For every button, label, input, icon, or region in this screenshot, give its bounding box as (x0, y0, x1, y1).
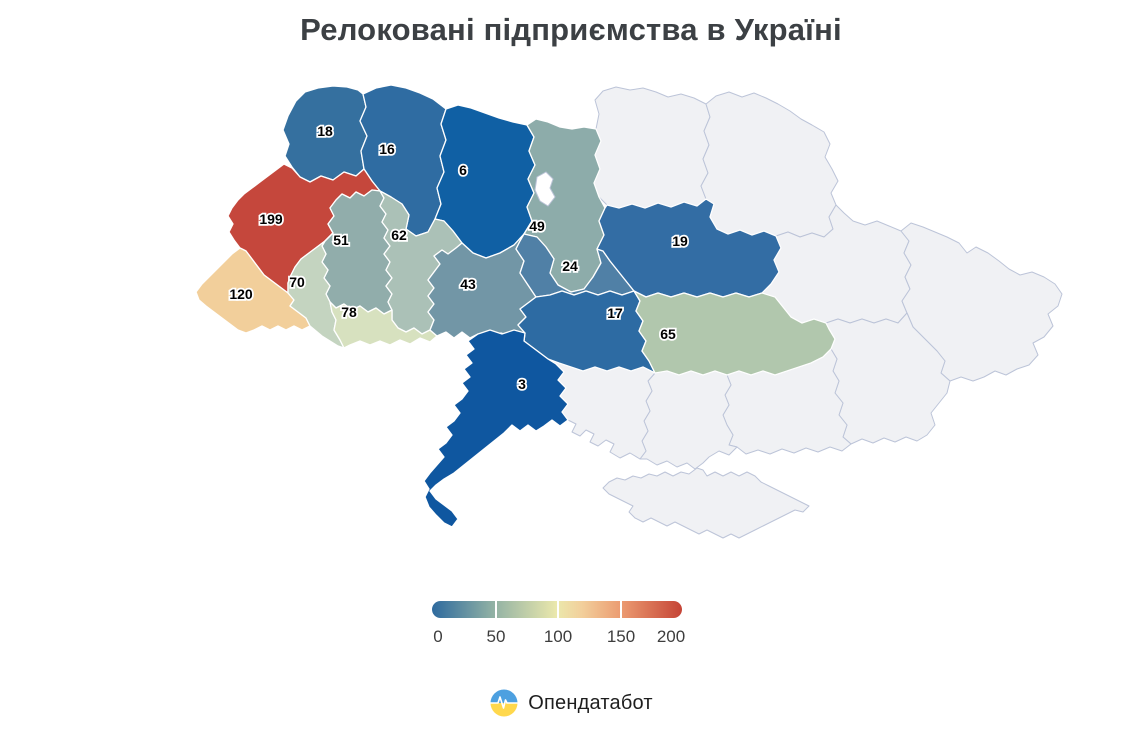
region-sumy (700, 91, 839, 238)
region-value-label: 49 (529, 218, 545, 234)
region-value-label: 17 (607, 305, 623, 321)
region-chernihiv (593, 86, 711, 209)
legend-tick-labels: 0 50 100 150 200 (432, 618, 685, 646)
region-value-label: 65 (660, 326, 676, 342)
footer-brand: Опендатабот (0, 688, 1142, 718)
page-title: Релоковані підприємства в Україні (300, 12, 842, 47)
region-value-label: 120 (229, 286, 253, 302)
legend-separator (494, 601, 497, 618)
color-legend: 0 50 100 150 200 (432, 601, 685, 649)
region-crimea (602, 467, 810, 539)
region-value-label: 16 (379, 141, 395, 157)
region-dnipropetrovsk (633, 290, 836, 376)
region-value-label: 3 (518, 376, 526, 392)
ukraine-map: 18 16 6 49 199 51 62 120 70 78 43 24 19 17 65 3 (195, 84, 1063, 539)
region-value-label: 62 (391, 227, 407, 243)
region-value-label: 19 (672, 233, 688, 249)
legend-tick-label: 50 (486, 627, 506, 646)
region-value-label: 199 (259, 211, 283, 227)
legend-separator (557, 601, 559, 618)
brand-name: Опендатабот (528, 691, 653, 714)
legend-tick-label: 150 (606, 627, 636, 646)
region-value-label: 18 (317, 123, 333, 139)
region-kyiv-city (534, 171, 556, 207)
region-value-label: 51 (333, 232, 349, 248)
legend-gradient-bar (432, 601, 682, 618)
region-poltava (596, 198, 782, 298)
region-value-label: 78 (341, 304, 357, 320)
legend-tick-label: 0 (433, 627, 443, 646)
region-value-label: 43 (460, 276, 476, 292)
legend-tick-label: 100 (543, 627, 573, 646)
region-zakarpattia (195, 247, 311, 334)
region-value-label: 24 (562, 258, 578, 274)
region-ivano-frankivsk (287, 232, 345, 349)
legend-separator (619, 601, 622, 618)
legend-tick-label: 200 (656, 627, 686, 646)
opendatabot-logo-icon (490, 689, 518, 717)
region-kherson (639, 370, 738, 470)
region-value-label: 70 (289, 274, 305, 290)
region-value-label: 6 (459, 162, 467, 178)
region-odesa (423, 329, 569, 528)
